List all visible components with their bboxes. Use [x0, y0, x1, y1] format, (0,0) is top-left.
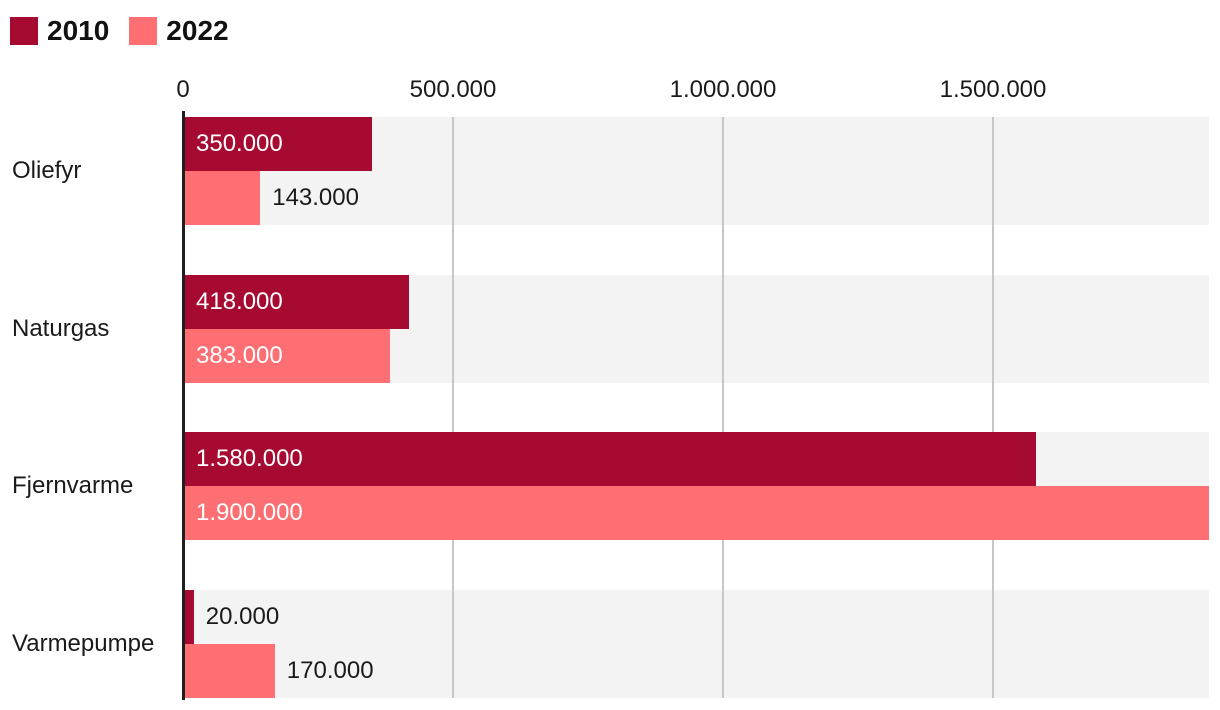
bar-2010-varmepumpe	[183, 590, 194, 644]
legend-swatch-2010-icon	[10, 17, 38, 45]
legend-label-2022: 2022	[166, 15, 229, 46]
x-tick-label-0: 0	[176, 76, 190, 103]
x-tick-label-1-000-000: 1.000.000	[669, 76, 777, 103]
legend-label-2010: 2010	[47, 15, 110, 46]
bar-2010-naturgas	[183, 274, 409, 329]
value-label-2010-oliefyr: 350.000	[196, 130, 283, 157]
gridline-500000	[452, 117, 454, 698]
x-tick-label-1-500-000: 1.500.000	[939, 76, 1047, 103]
legend: 2010 2022	[10, 17, 229, 45]
x-tick-label-500-000: 500.000	[409, 76, 497, 103]
value-label-2022-fjernvarme: 1.900.000	[196, 499, 303, 527]
plot-area: 350.000 143.000 418.000 383.000 1.580.000 1.9…	[183, 117, 1209, 698]
bar-2022-fjernvarme	[183, 486, 1209, 541]
legend-item-2010: 2010	[10, 17, 109, 45]
bar-2022-varmepumpe	[183, 644, 275, 698]
category-label-fjernvarme: Fjernvarme	[12, 472, 134, 500]
value-label-2010-fjernvarme: 1.580.000	[196, 445, 303, 473]
bar-2010-oliefyr	[183, 117, 372, 171]
category-label-varmepumpe: Varmepumpe	[12, 630, 155, 657]
chart-row-varmepumpe	[183, 590, 1209, 698]
bar-2022-oliefyr	[183, 171, 261, 225]
legend-swatch-2022-icon	[129, 17, 158, 45]
category-label-oliefyr: Oliefyr	[12, 157, 82, 184]
value-label-2022-oliefyr: 143.000	[272, 184, 359, 211]
value-label-2022-varmepumpe: 170.000	[286, 657, 374, 684]
bar-2022-naturgas	[183, 328, 390, 383]
gridline-1500000	[992, 117, 994, 698]
y-axis-line	[182, 111, 185, 700]
value-label-2010-varmepumpe: 20.000	[205, 603, 280, 630]
value-label-2022-naturgas: 383.000	[196, 341, 283, 369]
category-label-naturgas: Naturgas	[12, 314, 110, 342]
legend-item-2022: 2022	[129, 15, 229, 46]
value-label-2010-naturgas: 418.000	[196, 287, 283, 315]
gridline-1000000	[722, 117, 724, 698]
bar-2010-fjernvarme	[183, 432, 1037, 487]
